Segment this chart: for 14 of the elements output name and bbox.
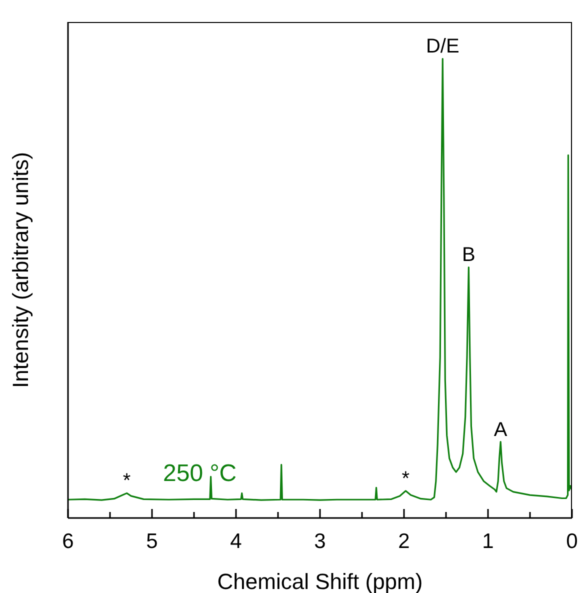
x-tick-label: 3: [314, 530, 326, 553]
x-tick-label: 2: [398, 530, 410, 553]
annotation: *: [122, 470, 131, 492]
x-tick-label: 0: [566, 530, 578, 553]
x-tick-label: 1: [482, 530, 494, 553]
annotation: 250 °C: [163, 460, 237, 488]
y-axis-title: Intensity (arbitrary units): [8, 152, 33, 388]
annotation: A: [494, 418, 508, 441]
annotation: *: [402, 468, 410, 490]
x-tick-label: 5: [146, 530, 158, 553]
annotation: D/E: [426, 36, 460, 58]
annotation: B: [462, 244, 476, 266]
x-tick-label: 6: [62, 530, 74, 553]
x-tick-label: 4: [230, 530, 242, 553]
